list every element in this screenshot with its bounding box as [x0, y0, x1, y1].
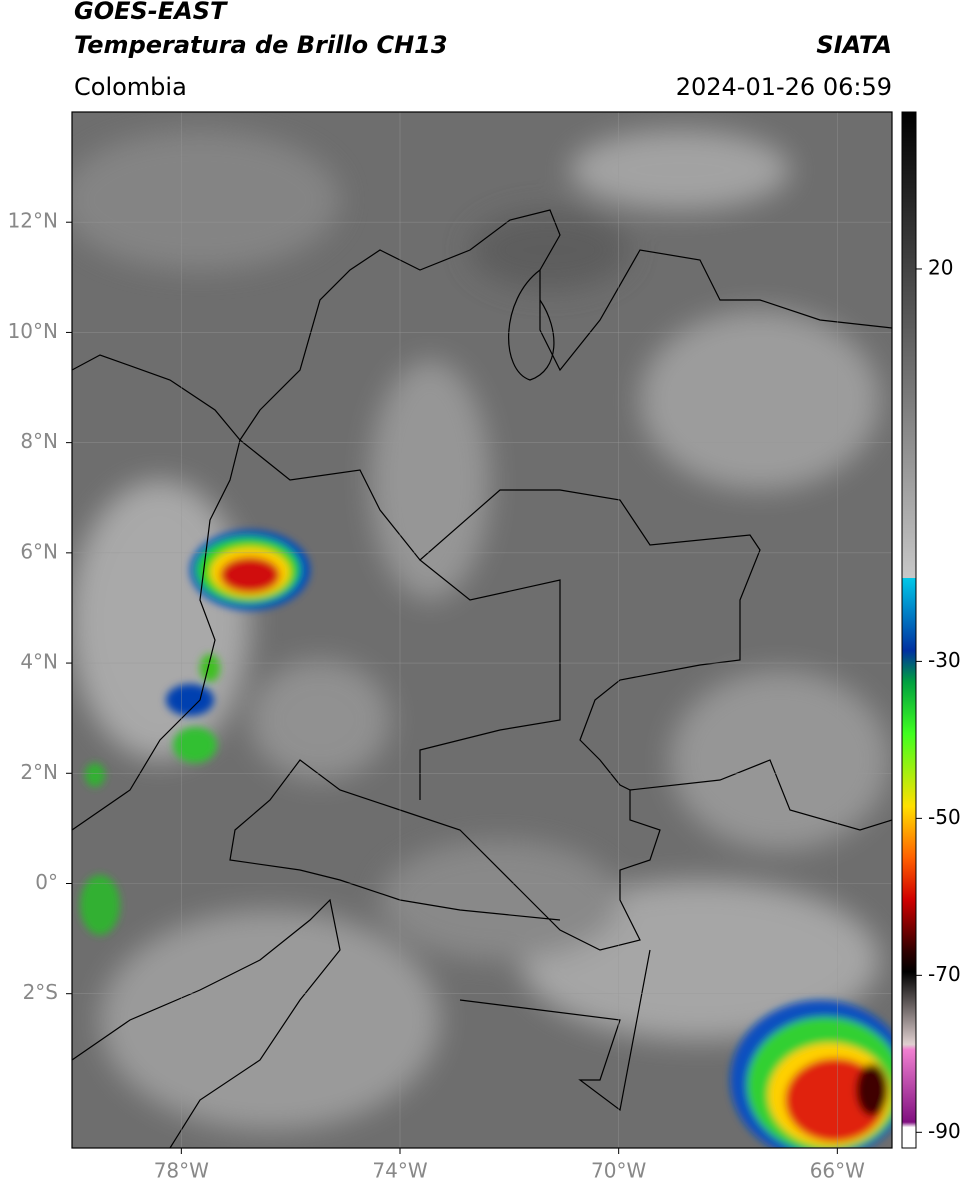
colorbar	[901, 111, 917, 1149]
map-frame	[71, 111, 893, 1149]
colorbar-tick-label: -70	[928, 962, 961, 986]
y-tick-label: 12°N	[8, 209, 58, 233]
subtitle: Temperatura de Brillo CH13	[74, 31, 448, 59]
region: Colombia	[74, 73, 187, 101]
y-tick-label: 4°N	[20, 650, 58, 674]
y-tick-label: 10°N	[8, 319, 58, 343]
y-tick-label: 2°N	[20, 760, 58, 784]
colorbar-tick-label: -50	[928, 805, 961, 829]
ticks: 78°W 74°W 70°W 66°W 12°N 10°N 8°N 6°N 4°N 2°N 0° 2°…	[8, 209, 961, 1183]
y-tick-label: 0°	[35, 870, 58, 894]
satellite-image	[72, 112, 892, 1148]
colorbar-tick-label: -30	[928, 648, 961, 672]
colorbar-tick-label: 20	[928, 255, 953, 279]
y-tick-label: 2°S	[23, 980, 58, 1004]
y-tick-label: 8°N	[20, 429, 58, 453]
title: GOES-EAST	[74, 0, 228, 25]
x-tick-label: 74°W	[372, 1159, 427, 1183]
timestamp: 2024-01-26 06:59	[676, 73, 892, 101]
graticule	[72, 112, 892, 1148]
x-tick-label: 66°W	[810, 1159, 865, 1183]
x-tick-label: 70°W	[591, 1159, 646, 1183]
y-tick-label: 6°N	[20, 539, 58, 563]
x-tick-label: 78°W	[154, 1159, 209, 1183]
colorbar-tick-label: -90	[928, 1119, 961, 1143]
source: SIATA	[816, 31, 892, 59]
